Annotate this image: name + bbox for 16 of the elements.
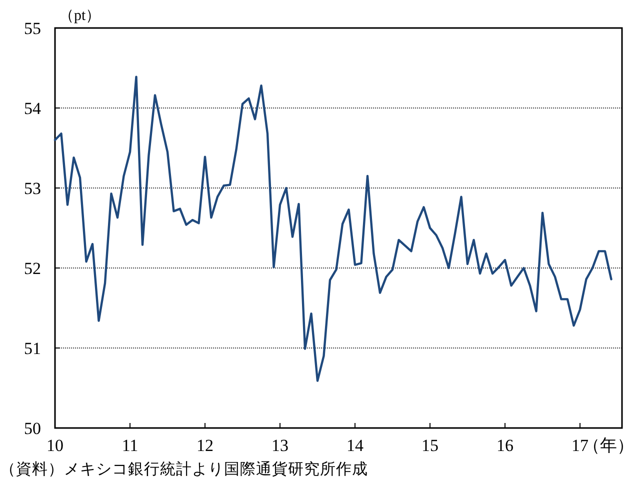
x-tick-label: 14 bbox=[346, 436, 364, 455]
y-tick-label: 53 bbox=[24, 179, 41, 198]
x-tick-label: 13 bbox=[272, 436, 288, 455]
y-tick-label: 50 bbox=[24, 419, 41, 438]
x-tick-label: 11 bbox=[122, 436, 138, 455]
y-tick-label: 52 bbox=[24, 259, 41, 278]
y-tick-label: 51 bbox=[24, 339, 41, 358]
x-tick-label: 16 bbox=[496, 436, 514, 455]
x-tick-label: 10 bbox=[46, 436, 64, 455]
text: （資料）メキシコ銀行統計より国際通貨研究所作成 bbox=[0, 460, 368, 478]
y-tick-label: 54 bbox=[24, 99, 42, 118]
x-tick-label: 17 bbox=[572, 436, 589, 455]
y-axis-title: （pt） bbox=[59, 8, 101, 24]
x-tick-label: 15 bbox=[422, 436, 438, 455]
x-tick-label: 12 bbox=[196, 436, 214, 455]
y-tick-label: 55 bbox=[24, 19, 41, 38]
